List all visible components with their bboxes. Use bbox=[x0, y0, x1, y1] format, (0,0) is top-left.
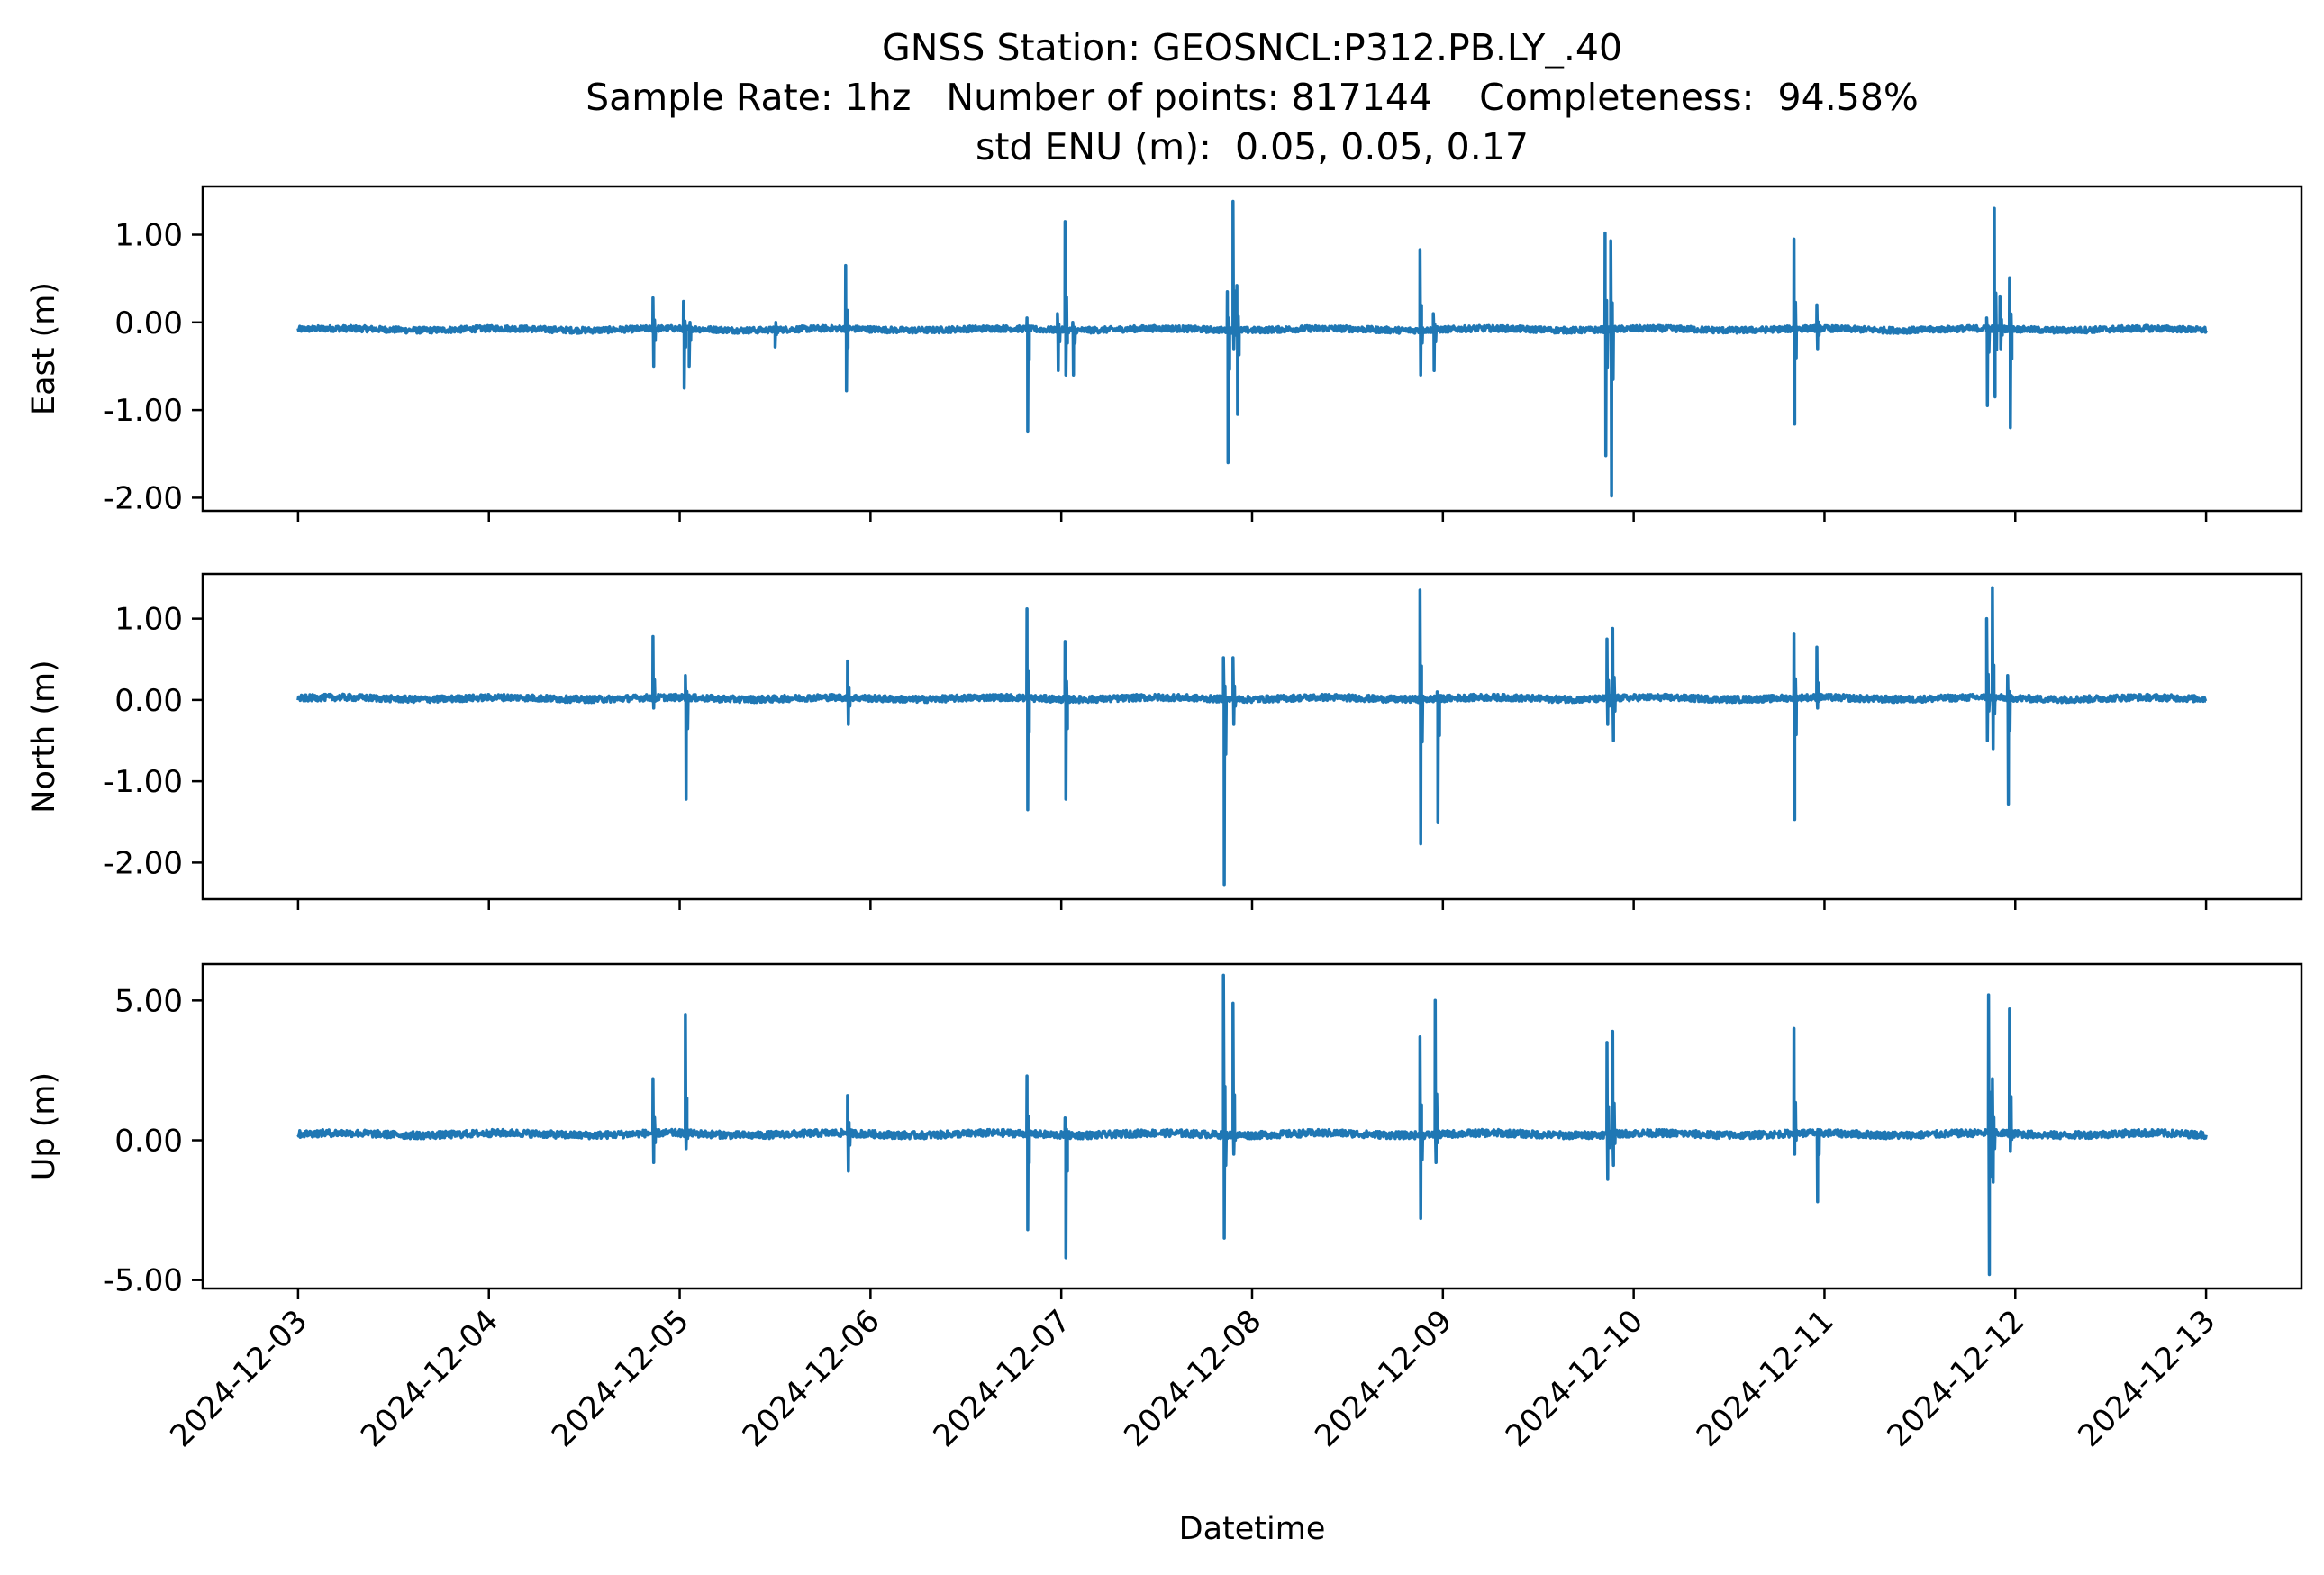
y-tick-label: -1.00 bbox=[104, 393, 183, 429]
y-axis-label: East (m) bbox=[26, 282, 62, 415]
panel-1: 1.00 0.00 -1.00 -2.00 East (m) bbox=[26, 185, 2303, 522]
y-tick-label: -5.00 bbox=[104, 1263, 183, 1299]
x-tick-label: 2024-12-13 bbox=[2071, 1303, 2222, 1454]
x-tick-label: 2024-12-09 bbox=[1308, 1303, 1459, 1454]
y-tick-label: 1.00 bbox=[114, 602, 183, 638]
x-tick-label: 2024-12-08 bbox=[1117, 1303, 1268, 1454]
axes-frame bbox=[201, 962, 2303, 1290]
y-tick-label: 5.00 bbox=[114, 983, 183, 1019]
y-tick-label: -2.00 bbox=[104, 845, 183, 881]
x-tick-label: 2024-12-03 bbox=[163, 1303, 314, 1454]
series-line bbox=[296, 586, 2208, 887]
y-tick-label: -2.00 bbox=[104, 480, 183, 516]
axes-frame bbox=[201, 185, 2303, 513]
y-tick-label: 1.00 bbox=[114, 218, 183, 254]
title-std-line: std ENU (m): 0.05, 0.05, 0.17 bbox=[976, 125, 1529, 168]
y-tick-label: 0.00 bbox=[114, 305, 183, 341]
series-line bbox=[296, 973, 2208, 1277]
y-tick-label: 0.00 bbox=[114, 683, 183, 719]
x-tick-label: 2024-12-12 bbox=[1881, 1303, 2032, 1454]
x-axis-label: Datetime bbox=[1179, 1511, 1326, 1547]
title-station-line: GNSS Station: GEOSNCL:P312.PB.LY_.40 bbox=[881, 26, 1623, 69]
y-tick-label: -1.00 bbox=[104, 764, 183, 800]
x-tick-label: 2024-12-10 bbox=[1499, 1303, 1650, 1454]
y-axis-label: Up (m) bbox=[26, 1072, 62, 1180]
x-tick-label: 2024-12-07 bbox=[927, 1303, 1078, 1454]
y-axis-label: North (m) bbox=[26, 660, 62, 813]
series-line bbox=[296, 199, 2208, 498]
axes-frame bbox=[201, 572, 2303, 901]
x-tick-label: 2024-12-05 bbox=[545, 1303, 696, 1454]
x-tick-label: 2024-12-11 bbox=[1690, 1303, 1841, 1454]
x-tick-label: 2024-12-04 bbox=[354, 1303, 505, 1454]
chart-title: GNSS Station: GEOSNCL:P312.PB.LY_.40 Sam… bbox=[0, 23, 2324, 172]
x-tick-label: 2024-12-06 bbox=[736, 1303, 887, 1454]
panel-2: 1.00 0.00 -1.00 -2.00 North (m) bbox=[26, 572, 2303, 910]
title-sample-line: Sample Rate: 1hz Number of points: 81714… bbox=[586, 76, 1919, 119]
y-tick-label: 0.00 bbox=[114, 1124, 183, 1160]
panel-3: 5.00 0.00 -5.00 Up (m) 2024-12-03 2024-12-04 2… bbox=[26, 962, 2303, 1547]
